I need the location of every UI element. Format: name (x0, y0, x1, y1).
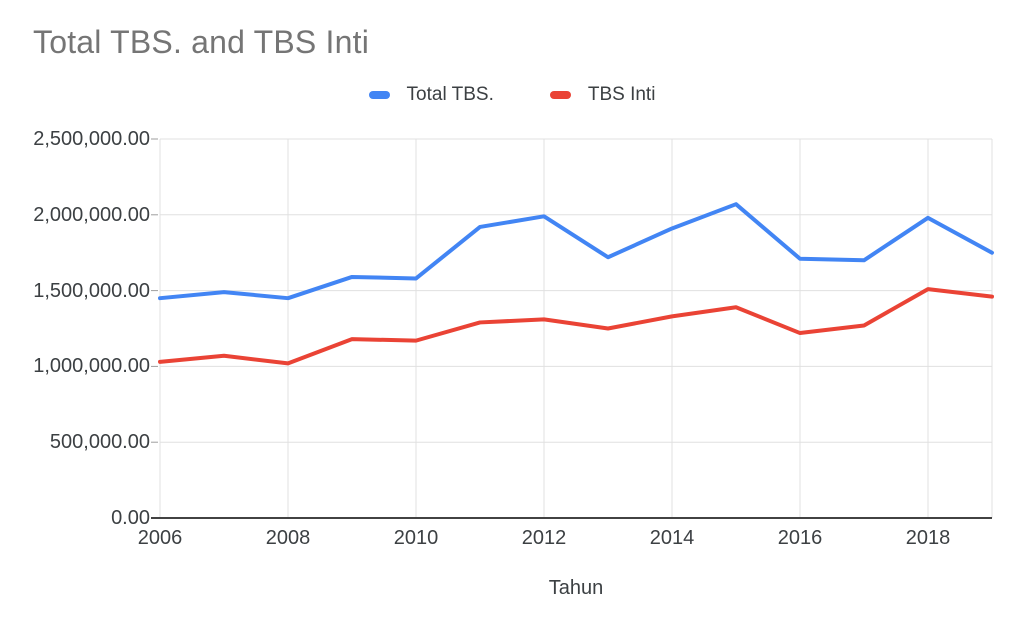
legend-item-total-tbs: Total TBS. (368, 84, 494, 106)
chart-title: Total TBS. and TBS Inti (33, 24, 370, 60)
x-tick-label: 2006 (137, 527, 183, 549)
series-line-total-tbs (158, 202, 994, 301)
legend-item-tbs-inti: TBS Inti (549, 84, 656, 106)
y-tick-label: 1,000,000.00 (33, 355, 150, 378)
x-tick-label: 2008 (265, 527, 311, 549)
x-tick-label: 2018 (905, 527, 951, 549)
legend-label-tbs-inti: TBS Inti (587, 84, 656, 105)
y-tick-label: 2,000,000.00 (33, 203, 150, 226)
y-tick-label: 500,000.00 (49, 431, 150, 454)
x-axis-title: Tahun (548, 577, 604, 599)
legend-swatch-total-tbs-icon (368, 91, 390, 99)
y-tick-label: 2,500,000.00 (33, 128, 150, 150)
legend-label-total-tbs: Total TBS. (406, 84, 494, 105)
x-tick-label: 2016 (777, 527, 823, 549)
x-tick-label: 2014 (649, 527, 695, 549)
y-tick-label: 0.00 (111, 507, 150, 529)
y-tick-label: 1,500,000.00 (33, 279, 150, 302)
x-tick-label: 2010 (393, 527, 439, 549)
series-line-tbs-inti (158, 287, 994, 366)
x-tick-label: 2012 (521, 527, 567, 549)
legend-swatch-tbs-inti-icon (549, 91, 571, 99)
legend: Total TBS. TBS Inti (0, 84, 1024, 106)
